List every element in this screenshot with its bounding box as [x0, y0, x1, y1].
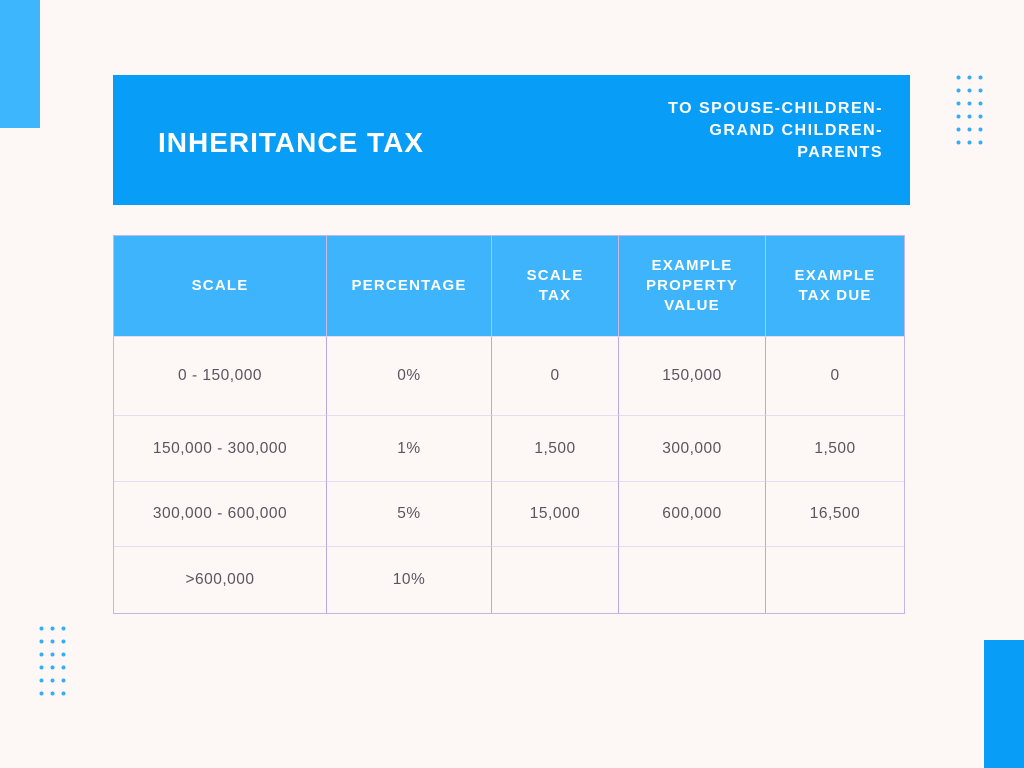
- cell-scale: >600,000: [114, 547, 327, 613]
- column-header-scale: SCALE: [114, 236, 327, 337]
- column-header-example-property-value: EXAMPLE PROPERTY VALUE: [619, 236, 766, 337]
- cell-percentage: 5%: [327, 482, 492, 547]
- cell-scale: 150,000 - 300,000: [114, 416, 327, 482]
- column-header-scale-tax: SCALE TAX: [492, 236, 619, 337]
- cell-property-value: 600,000: [619, 482, 766, 547]
- table-row: 300,000 - 600,000 5% 15,000 600,000 16,5…: [114, 482, 904, 547]
- table-row: >600,000 10%: [114, 547, 904, 613]
- table-row: 0 - 150,000 0% 0 150,000 0: [114, 337, 904, 416]
- top-right-dot-grid: [956, 75, 985, 150]
- cell-property-value: 150,000: [619, 337, 766, 416]
- cell-scale-tax: 15,000: [492, 482, 619, 547]
- cell-tax-due: [766, 547, 904, 613]
- page-title: INHERITANCE TAX: [158, 127, 424, 158]
- cell-property-value: 300,000: [619, 416, 766, 482]
- cell-scale-tax: [492, 547, 619, 613]
- cell-tax-due: 16,500: [766, 482, 904, 547]
- bottom-right-accent-rect: [984, 640, 1024, 768]
- table-header-row: SCALE PERCENTAGE SCALE TAX EXAMPLE PROPE…: [114, 236, 904, 337]
- bottom-left-dot-grid: [39, 626, 68, 701]
- cell-scale: 300,000 - 600,000: [114, 482, 327, 547]
- cell-percentage: 10%: [327, 547, 492, 613]
- column-header-example-tax-due: EXAMPLE TAX DUE: [766, 236, 904, 337]
- cell-scale-tax: 0: [492, 337, 619, 416]
- cell-scale-tax: 1,500: [492, 416, 619, 482]
- inheritance-tax-table: SCALE PERCENTAGE SCALE TAX EXAMPLE PROPE…: [113, 235, 905, 614]
- header-banner: INHERITANCE TAX TO SPOUSE-CHILDREN- GRAN…: [113, 75, 910, 205]
- top-left-accent-rect: [0, 0, 40, 128]
- cell-scale: 0 - 150,000: [114, 337, 327, 416]
- cell-percentage: 1%: [327, 416, 492, 482]
- table-row: 150,000 - 300,000 1% 1,500 300,000 1,500: [114, 416, 904, 482]
- column-header-percentage: PERCENTAGE: [327, 236, 492, 337]
- cell-tax-due: 1,500: [766, 416, 904, 482]
- banner-subtitle: TO SPOUSE-CHILDREN- GRAND CHILDREN- PARE…: [668, 100, 883, 161]
- cell-property-value: [619, 547, 766, 613]
- cell-tax-due: 0: [766, 337, 904, 416]
- cell-percentage: 0%: [327, 337, 492, 416]
